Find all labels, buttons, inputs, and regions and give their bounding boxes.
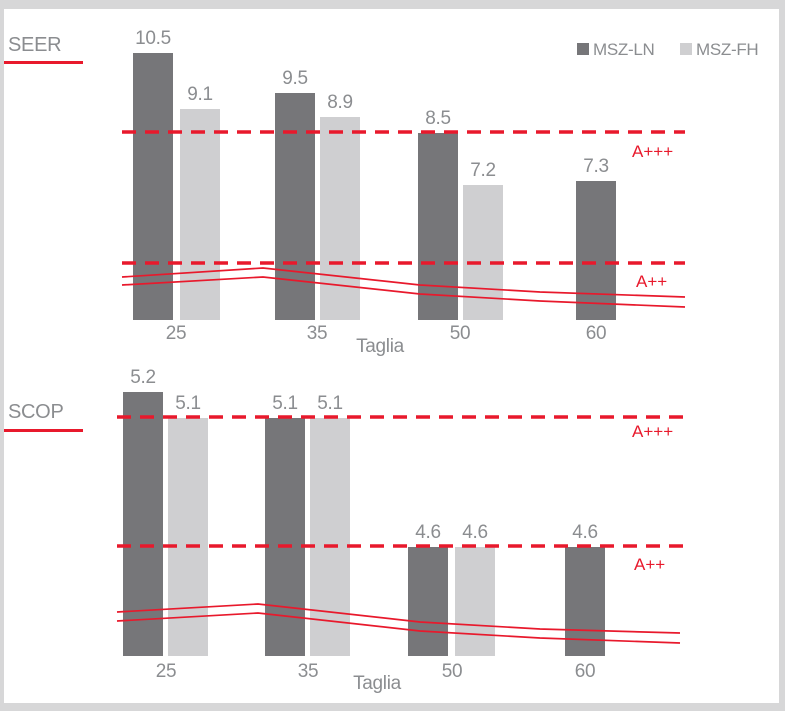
value-label-msz-ln-25: 10.5: [135, 28, 171, 49]
value-label-msz-ln-35: 5.1: [272, 393, 298, 414]
bar-msz-fh-35: [320, 117, 360, 320]
legend-label-msz-fh: MSZ-FH: [696, 40, 759, 59]
seer-title: SEER: [8, 34, 62, 56]
value-label-msz-ln-60: 7.3: [583, 156, 609, 177]
value-label-msz-fh-35: 8.9: [327, 92, 353, 113]
scop-x-axis-title: Taglia: [353, 673, 401, 694]
bar-msz-fh-25: [168, 418, 208, 656]
scop-title-underline: [0, 429, 83, 432]
card-border-left: [0, 0, 4, 711]
scop-a++-label: A++: [634, 555, 666, 574]
bar-msz-ln-50: [418, 133, 458, 320]
bar-msz-ln-50: [408, 547, 448, 656]
bar-msz-fh-50: [463, 185, 503, 320]
x-tick-seer-60: 60: [585, 323, 607, 344]
seer-x-axis-title: Taglia: [356, 336, 404, 357]
card-border-bottom: [0, 703, 785, 711]
seer-title-underline: [0, 61, 83, 64]
x-tick-scop-50: 50: [441, 661, 463, 682]
value-label-msz-ln-35: 9.5: [282, 68, 308, 89]
value-label-msz-ln-50: 4.6: [415, 522, 441, 543]
bar-msz-fh-35: [310, 418, 350, 656]
value-label-msz-fh-50: 7.2: [470, 160, 496, 181]
value-label-msz-ln-60: 4.6: [572, 522, 598, 543]
value-label-msz-ln-25: 5.2: [130, 367, 156, 388]
legend-swatch-msz-fh: [680, 43, 692, 55]
seer-a+++-label: A+++: [632, 142, 674, 161]
bar-msz-ln-60: [565, 547, 605, 656]
bar-msz-fh-50: [455, 547, 495, 656]
x-tick-seer-25: 25: [165, 323, 187, 344]
value-label-msz-fh-25: 9.1: [187, 84, 213, 105]
scop-a+++-label: A+++: [632, 422, 674, 441]
value-label-msz-fh-35: 5.1: [317, 393, 343, 414]
legend-label-msz-ln: MSZ-LN: [593, 40, 655, 59]
seer-a++-label: A++: [636, 272, 668, 291]
bar-msz-ln-35: [265, 418, 305, 656]
x-tick-seer-35: 35: [306, 323, 328, 344]
legend-swatch-msz-ln: [577, 43, 589, 55]
x-tick-scop-60: 60: [574, 661, 596, 682]
bar-msz-fh-25: [180, 109, 220, 320]
bar-msz-ln-25: [123, 392, 163, 656]
card-border-top: [0, 0, 785, 9]
value-label-msz-ln-50: 8.5: [425, 108, 451, 129]
x-tick-seer-50: 50: [449, 323, 471, 344]
card-border-right: [779, 0, 785, 711]
bar-msz-ln-25: [133, 53, 173, 320]
x-tick-scop-35: 35: [297, 661, 319, 682]
value-label-msz-fh-25: 5.1: [175, 393, 201, 414]
bar-msz-ln-35: [275, 93, 315, 320]
x-tick-scop-25: 25: [155, 661, 177, 682]
scop-title: SCOP: [8, 401, 64, 423]
value-label-msz-fh-50: 4.6: [462, 522, 488, 543]
bar-msz-ln-60: [576, 181, 616, 320]
